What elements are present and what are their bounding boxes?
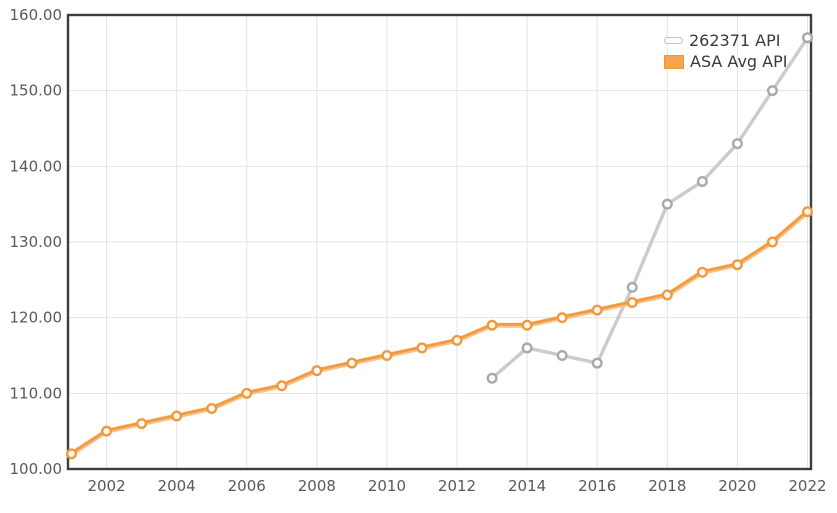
x-tick-label: 2012 — [438, 477, 476, 495]
box-series-swatch-icon — [664, 54, 684, 69]
data-point-marker — [486, 319, 498, 331]
series-line-0 — [490, 36, 810, 380]
data-point-marker — [451, 334, 463, 346]
legend-item-262371-api[interactable]: 262371 API — [664, 30, 787, 51]
data-point-marker — [101, 425, 113, 437]
data-point-marker — [241, 387, 253, 399]
data-point-marker — [766, 85, 778, 97]
x-tick-label: 2008 — [298, 477, 336, 495]
data-point-marker — [801, 206, 813, 218]
x-tick-label: 2018 — [648, 477, 686, 495]
x-tick-label: 2022 — [788, 477, 826, 495]
data-point-marker — [171, 410, 183, 422]
legend-item-asa-avg-api[interactable]: ASA Avg API — [664, 51, 787, 72]
data-point-marker — [661, 198, 673, 210]
data-point-marker — [766, 236, 778, 248]
x-tick-label: 2006 — [228, 477, 266, 495]
data-point-marker — [661, 289, 673, 301]
data-point-marker — [696, 266, 708, 278]
series-line-1 — [70, 209, 809, 455]
data-point-marker — [311, 365, 323, 377]
data-point-marker — [416, 342, 428, 354]
data-point-marker — [66, 448, 78, 460]
y-tick-label: 130.00 — [10, 233, 63, 251]
data-point-marker — [206, 402, 218, 414]
data-point-marker — [731, 259, 743, 271]
legend-label-262371-api: 262371 API — [689, 31, 781, 50]
y-tick-label: 150.00 — [10, 82, 63, 100]
y-tick-label: 110.00 — [10, 384, 63, 402]
y-tick-label: 120.00 — [10, 309, 63, 327]
legend-label-asa-avg-api: ASA Avg API — [690, 52, 788, 71]
legend: 262371 API ASA Avg API — [664, 30, 787, 72]
y-tick-label: 100.00 — [10, 460, 63, 478]
data-point-marker — [381, 350, 393, 362]
data-point-marker — [556, 312, 568, 324]
data-point-marker — [696, 175, 708, 187]
data-point-marker — [136, 418, 148, 430]
x-tick-label: 2016 — [578, 477, 616, 495]
data-point-marker — [626, 297, 638, 309]
data-point-marker — [591, 357, 603, 369]
data-point-marker — [521, 342, 533, 354]
x-tick-label: 2004 — [158, 477, 196, 495]
data-point-marker — [591, 304, 603, 316]
data-point-marker — [801, 32, 813, 44]
data-point-marker — [276, 380, 288, 392]
x-tick-label: 2002 — [87, 477, 125, 495]
data-point-marker — [626, 281, 638, 293]
data-point-marker — [731, 138, 743, 150]
plot-border — [66, 13, 813, 471]
x-tick-label: 2010 — [368, 477, 406, 495]
data-point-marker — [556, 350, 568, 362]
x-tick-label: 2014 — [508, 477, 546, 495]
x-tick-label: 2020 — [718, 477, 756, 495]
data-point-marker — [346, 357, 358, 369]
line-series-swatch-icon — [664, 37, 683, 44]
data-point-marker — [486, 372, 498, 384]
y-tick-label: 140.00 — [10, 157, 63, 175]
data-point-marker — [521, 319, 533, 331]
y-tick-label: 160.00 — [10, 6, 63, 24]
